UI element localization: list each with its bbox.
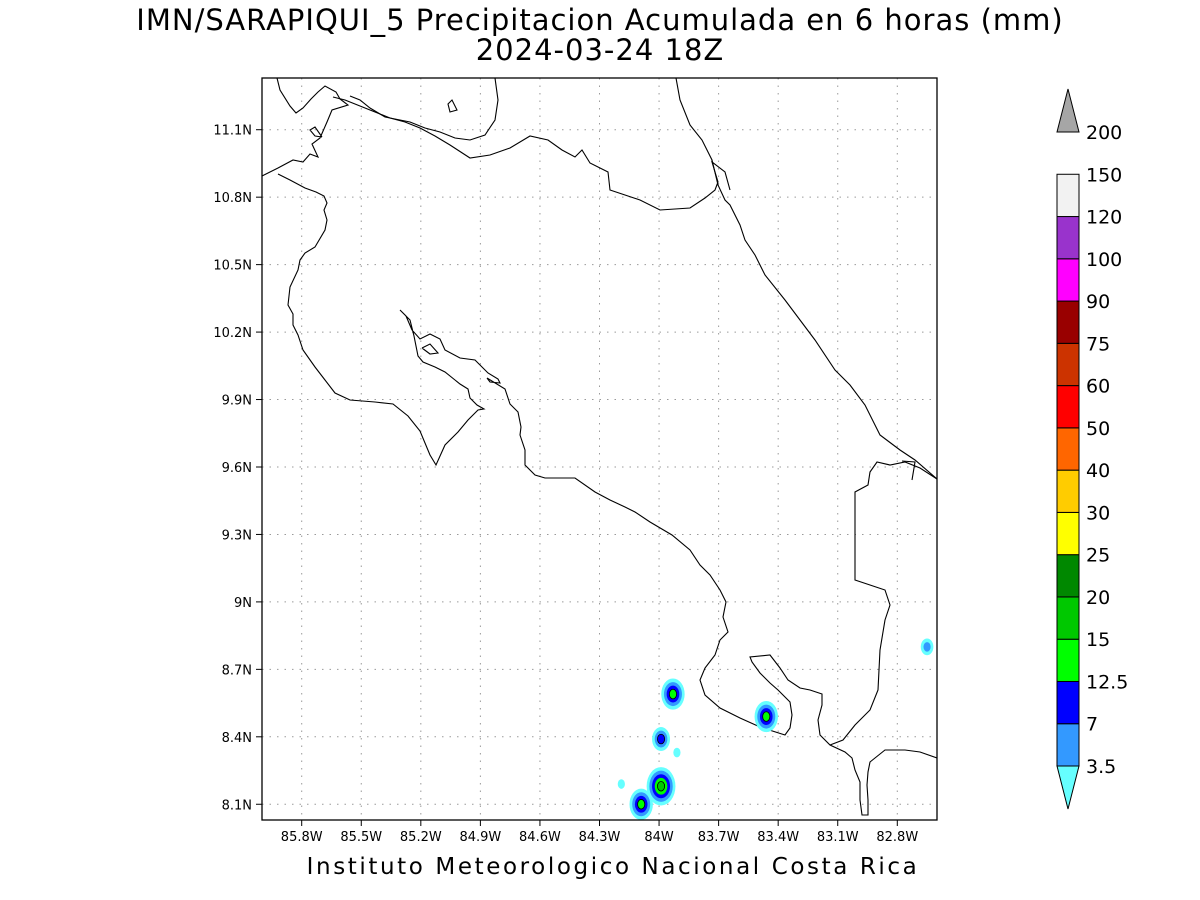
colorbar-lower-triangle [1056, 765, 1080, 810]
lat-tick-label: 11.1N [213, 124, 252, 139]
map-title: IMN/SARAPIQUI_5 Precipitacion Acumulada … [136, 3, 1064, 37]
lat-tick-label: 8.1N [222, 798, 252, 813]
colorbar-box [1056, 554, 1080, 598]
colorbar-box [1056, 638, 1080, 682]
colorbar-box [1056, 511, 1080, 556]
precip-cell [661, 678, 685, 710]
colorbar-level-label: 150 [1086, 164, 1122, 186]
map-grid [262, 78, 937, 820]
colorbar-level-label: 40 [1086, 460, 1110, 482]
colorbar-box [1056, 723, 1080, 767]
colorbar-box [1056, 300, 1080, 344]
precip-contour [923, 642, 931, 652]
lon-tick-label: 84.6W [519, 830, 561, 845]
colorbar-box [1056, 680, 1080, 725]
lake-shore [349, 78, 499, 141]
colorbar-level-label: 25 [1086, 545, 1110, 567]
lon-tick-label: 84W [644, 830, 674, 845]
colorbar-box [1056, 427, 1080, 471]
lon-tick-label: 82.8W [876, 830, 918, 845]
colorbar-level-label: 60 [1086, 376, 1110, 398]
lon-tick-label: 85.8W [281, 830, 323, 845]
precip-contour [657, 733, 666, 745]
precip-cell [652, 727, 671, 752]
precip-contour [637, 799, 646, 810]
panama-border [829, 461, 937, 746]
nicaragua-border [332, 96, 731, 211]
colorbar-box [1056, 173, 1080, 218]
lon-tick-label: 84.3W [579, 830, 621, 845]
lat-tick-label: 9.9N [222, 394, 252, 409]
colorbar-upper-triangle [1056, 88, 1080, 133]
colorbar-level-label: 90 [1086, 291, 1110, 313]
lat-tick-label: 9.6N [222, 461, 252, 476]
lat-tick-label: 8.7N [222, 663, 252, 678]
precip-contour [657, 781, 666, 792]
colorbar-level-label: 100 [1086, 249, 1122, 271]
lake-islet [447, 99, 458, 113]
precipitation-layer [617, 638, 934, 820]
precip-contour [617, 779, 625, 789]
colorbar-level-label: 200 [1086, 122, 1122, 144]
precip-contour [762, 711, 771, 722]
pacific-coastline [262, 78, 937, 816]
colorbar-box [1056, 469, 1080, 513]
colorbar: 3.5 7 12.5 15 20 25 30 40 50 60 75 90 100 120 150 200 [1056, 88, 1128, 810]
colorbar-level-label: 20 [1086, 587, 1110, 609]
colorbar-level-label: 7 [1086, 714, 1098, 736]
lon-tick-label: 85.2W [400, 830, 442, 845]
lon-tick-label: 84.9W [459, 830, 501, 845]
lat-tick-label: 9N [234, 596, 252, 611]
lon-tick-label: 83.4W [757, 830, 799, 845]
lat-tick-label: 10.2N [213, 326, 252, 341]
footer-credit: Instituto Meteorologico Nacional Costa R… [306, 854, 920, 880]
panama-detail [901, 460, 916, 481]
colorbar-box [1056, 258, 1080, 302]
map-subtitle: 2024-03-24 18Z [475, 33, 725, 67]
coastlines-and-borders [262, 78, 937, 816]
precip-contour [673, 747, 681, 758]
axis-ticks: 85.8W 85.5W 85.2W 84.9W 84.6W 84.3W 84W 83.7W 83… [213, 124, 918, 845]
colorbar-level-label: 15 [1086, 629, 1110, 651]
colorbar-box [1056, 385, 1080, 429]
lon-tick-label: 83.7W [698, 830, 740, 845]
precip-cell [673, 747, 681, 758]
lat-tick-label: 10.8N [213, 191, 252, 206]
colorbar-box [1056, 216, 1080, 260]
lon-tick-label: 85.5W [340, 830, 382, 845]
lat-tick-label: 10.5N [213, 259, 252, 274]
colorbar-level-label: 30 [1086, 502, 1110, 524]
precip-contour [668, 688, 677, 700]
colorbar-level-label: 50 [1086, 418, 1110, 440]
colorbar-level-label: 3.5 [1086, 756, 1116, 778]
colorbar-level-label: 120 [1086, 207, 1122, 229]
precip-cell [754, 700, 778, 733]
precip-cell [617, 779, 625, 789]
lon-tick-label: 83.1W [817, 830, 859, 845]
lat-tick-label: 8.4N [222, 731, 252, 746]
lat-tick-label: 9.3N [222, 528, 252, 543]
colorbar-level-label: 12.5 [1086, 671, 1128, 693]
colorbar-box [1056, 342, 1080, 387]
caribbean-coastline [675, 78, 937, 480]
colorbar-box [1056, 596, 1080, 640]
precip-cell [646, 767, 676, 806]
colorbar-level-label: 75 [1086, 333, 1110, 355]
precip-cell [629, 788, 653, 820]
precip-cell [920, 638, 934, 656]
